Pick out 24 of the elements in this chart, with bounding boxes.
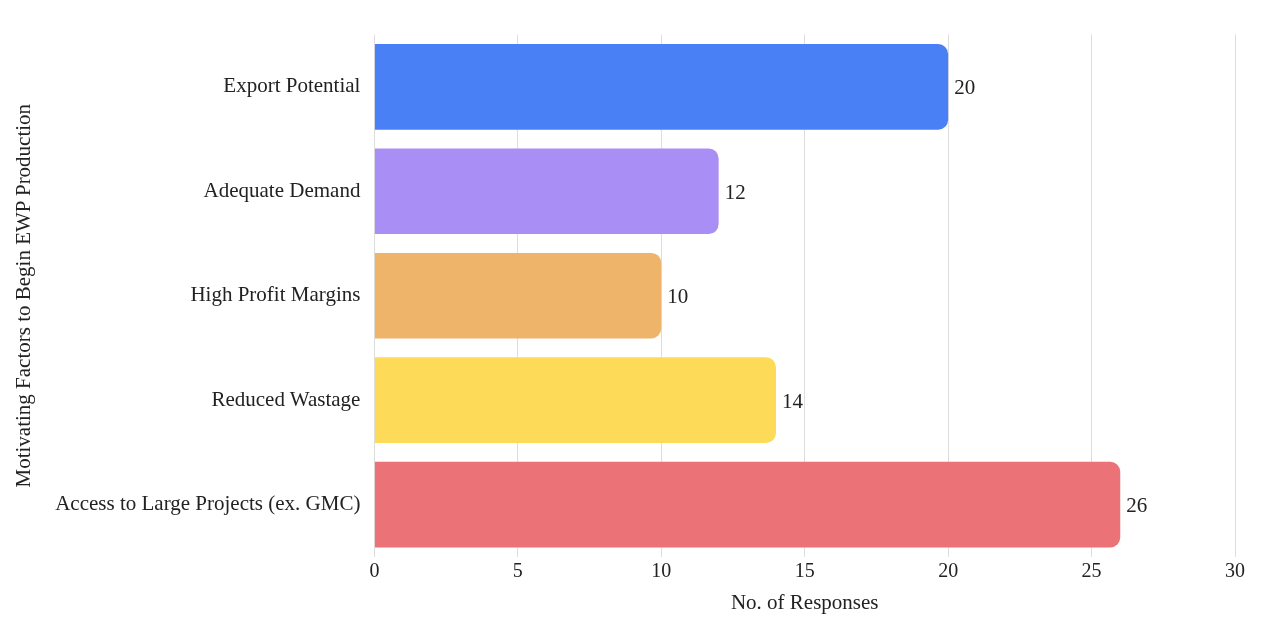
data-label: 10 [667,284,689,309]
x-tick-label: 20 [938,559,959,582]
bar [374,148,719,235]
data-label: 14 [782,388,804,413]
bar [374,252,662,339]
bar [374,461,1121,548]
data-label: 26 [1126,493,1148,518]
data-label: 12 [724,179,746,204]
bar [374,44,949,130]
x-tick-label: 5 [512,559,523,582]
x-tick-label: 0 [369,559,380,582]
y-tick-label: Reduced Wastage [211,386,361,411]
x-tick-label: 15 [794,559,815,582]
x-axis-title: No. of Responses [730,589,879,614]
bar [374,357,777,443]
x-tick-label: 25 [1081,559,1102,582]
y-axis-title: Motivating Factors to Begin EWP Production [11,103,36,488]
y-tick-label: Adequate Demand [203,177,361,202]
data-label: 20 [954,75,976,100]
x-tick-label: 30 [1225,559,1245,582]
x-tick-label: 10 [651,559,672,582]
y-tick-label: Export Potential [223,73,361,98]
y-tick-label: High Profit Margins [190,282,361,307]
y-tick-label: Access to Large Projects (ex. GMC) [55,491,361,516]
